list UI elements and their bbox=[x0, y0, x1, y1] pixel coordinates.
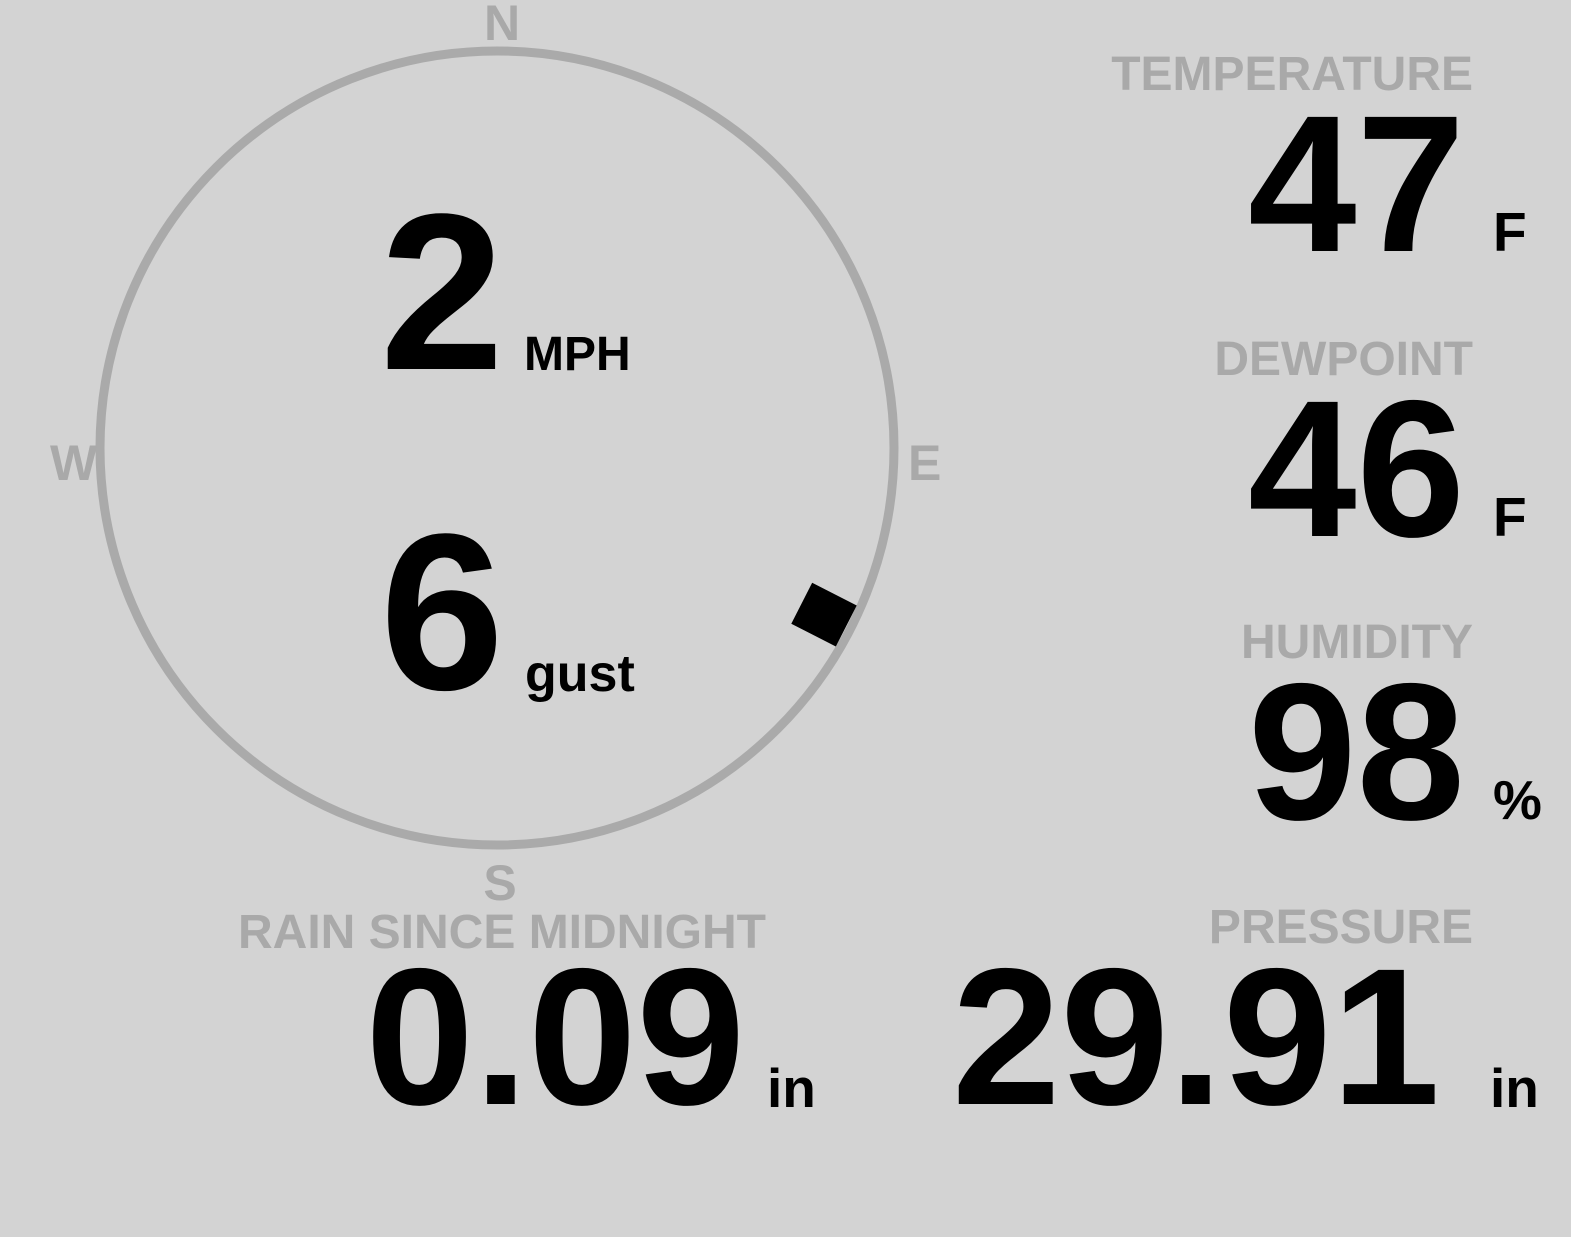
dewpoint-value: 46 bbox=[1248, 360, 1465, 578]
pressure-value: 29.91 bbox=[952, 928, 1440, 1146]
compass-north-label: N bbox=[483, 0, 521, 51]
humidity-value: 98 bbox=[1248, 643, 1465, 861]
dewpoint-unit: F bbox=[1493, 486, 1527, 548]
wind-speed-value: 2 bbox=[380, 168, 505, 417]
humidity-label: HUMIDITY bbox=[1241, 616, 1473, 669]
wind-gust-value: 6 bbox=[380, 488, 505, 737]
rain-value: 0.09 bbox=[365, 928, 745, 1146]
pressure-unit: in bbox=[1490, 1057, 1539, 1119]
wind-direction-marker bbox=[791, 582, 857, 647]
wind-speed-unit: MPH bbox=[524, 328, 631, 381]
temperature-unit: F bbox=[1493, 201, 1527, 263]
compass-south-label: S bbox=[483, 855, 517, 911]
humidity-unit: % bbox=[1493, 769, 1542, 831]
rain-label: RAIN SINCE MIDNIGHT bbox=[238, 906, 766, 959]
temperature-label: TEMPERATURE bbox=[1111, 48, 1473, 101]
rain-unit: in bbox=[767, 1057, 816, 1119]
compass-ring bbox=[95, 46, 899, 850]
temperature-value: 47 bbox=[1248, 75, 1465, 293]
wind-gust-unit: gust bbox=[525, 645, 635, 703]
compass-west-label: W bbox=[50, 435, 98, 491]
compass-east-label: E bbox=[908, 435, 942, 491]
dewpoint-label: DEWPOINT bbox=[1214, 333, 1473, 386]
pressure-label: PRESSURE bbox=[1208, 901, 1473, 954]
